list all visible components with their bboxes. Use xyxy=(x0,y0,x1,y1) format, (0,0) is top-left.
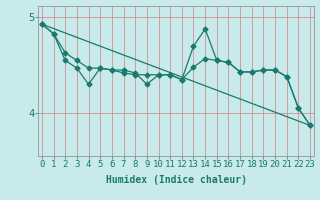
X-axis label: Humidex (Indice chaleur): Humidex (Indice chaleur) xyxy=(106,175,246,185)
